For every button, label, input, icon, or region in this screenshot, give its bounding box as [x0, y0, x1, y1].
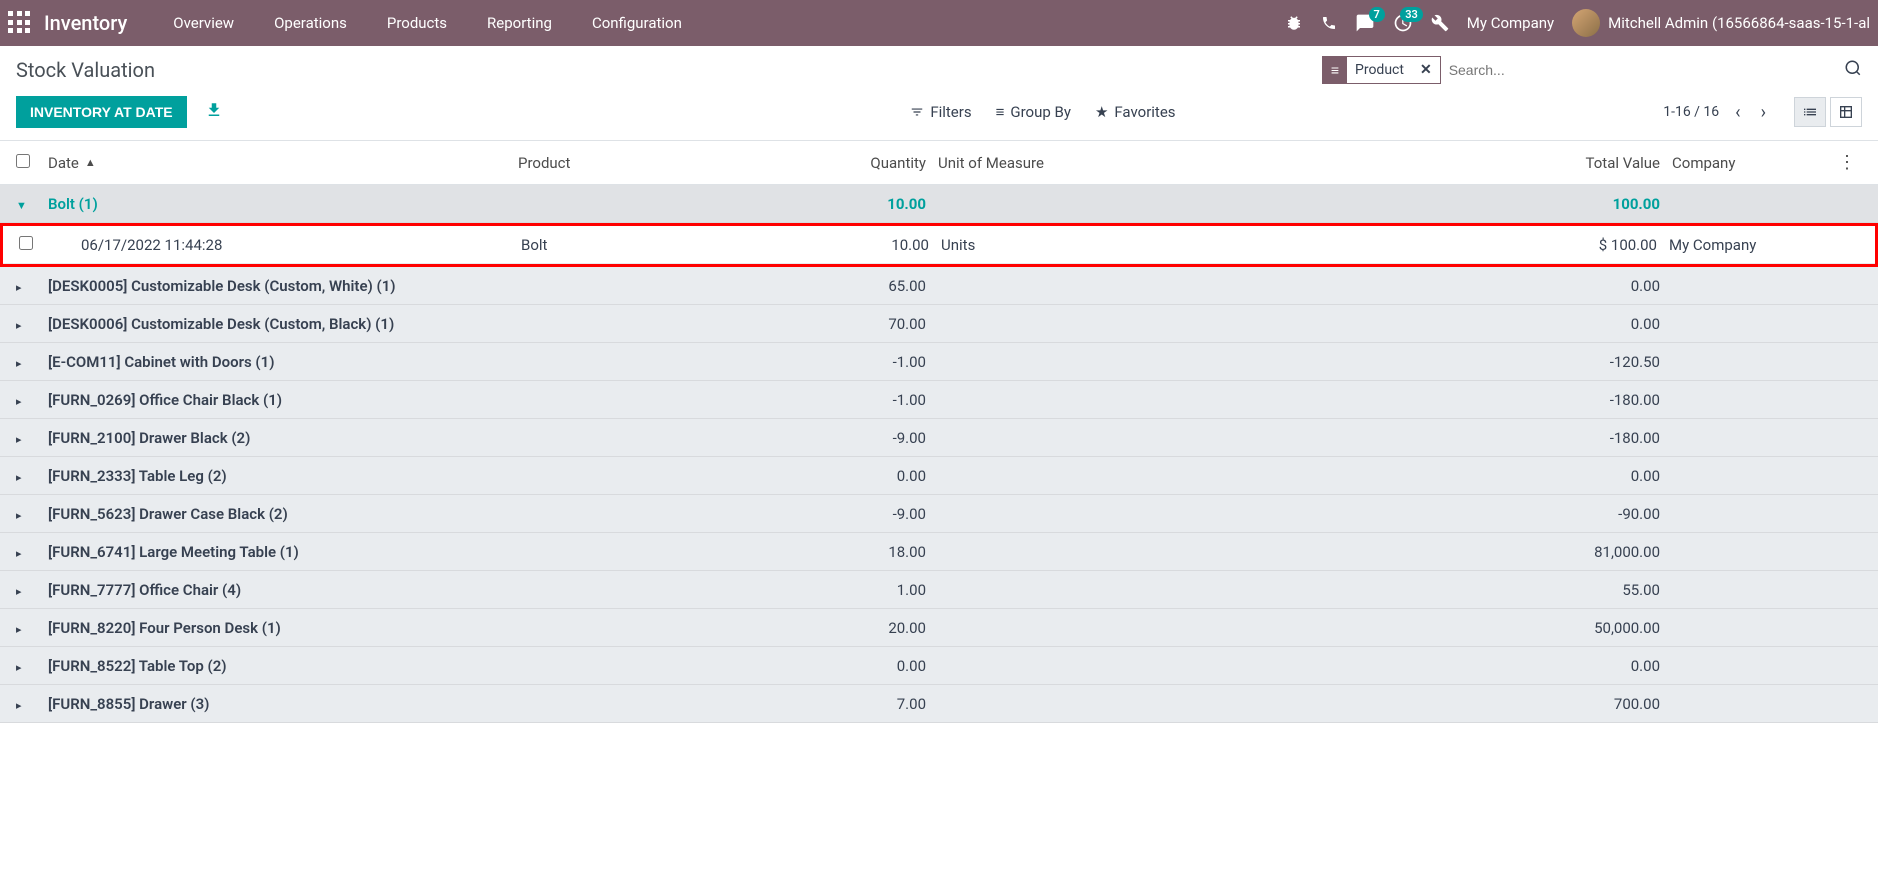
app-name[interactable]: Inventory — [44, 11, 127, 35]
favorites-button[interactable]: ★ Favorites — [1095, 103, 1176, 121]
group-row[interactable]: ▸[FURN_8855] Drawer (3)7.00700.00 — [0, 685, 1878, 723]
search-facet-product: ≡ Product ✕ — [1322, 56, 1441, 84]
menu-overview[interactable]: Overview — [155, 2, 252, 44]
column-date[interactable]: Date ▲ — [48, 154, 518, 172]
group-row[interactable]: ▸[FURN_7777] Office Chair (4)1.0055.00 — [0, 571, 1878, 609]
column-company[interactable]: Company — [1672, 154, 1832, 172]
caret-right-icon: ▸ — [16, 471, 30, 484]
nav-right: 7 33 My Company Mitchell Admin (16566864… — [1285, 9, 1870, 37]
valuation-table: Date ▲ Product Quantity Unit of Measure … — [0, 141, 1878, 723]
menu-operations[interactable]: Operations — [256, 2, 365, 44]
caret-right-icon: ▸ — [16, 357, 30, 370]
view-switcher — [1794, 97, 1862, 127]
column-options-icon[interactable]: ⋮ — [1832, 152, 1862, 173]
caret-right-icon: ▸ — [16, 547, 30, 560]
company-name[interactable]: My Company — [1467, 14, 1554, 32]
groupby-button[interactable]: ≡ Group By — [996, 103, 1071, 121]
caret-right-icon: ▸ — [16, 585, 30, 598]
filters-button[interactable]: Filters — [910, 103, 971, 121]
group-row[interactable]: ▸[FURN_6741] Large Meeting Table (1)18.0… — [0, 533, 1878, 571]
search-area: ≡ Product ✕ — [1322, 56, 1862, 84]
pager-text: 1-16 / 16 — [1663, 104, 1719, 120]
nav-menu: Overview Operations Products Reporting C… — [155, 2, 700, 44]
caret-right-icon: ▸ — [16, 319, 30, 332]
group-row[interactable]: ▸[FURN_8522] Table Top (2)0.000.00 — [0, 647, 1878, 685]
clock-icon[interactable]: 33 — [1393, 13, 1413, 33]
clock-badge: 33 — [1400, 7, 1423, 22]
group-row-bolt[interactable]: ▼ Bolt (1) 10.00 100.00 — [0, 185, 1878, 223]
highlighted-row-box: 06/17/2022 11:44:28 Bolt 10.00 Units $ 1… — [0, 223, 1878, 267]
phone-icon[interactable] — [1321, 15, 1337, 31]
column-value[interactable]: Total Value — [1118, 154, 1672, 172]
user-menu[interactable]: Mitchell Admin (16566864-saas-15-1-al — [1572, 9, 1870, 37]
list-icon: ≡ — [1323, 56, 1347, 84]
top-navbar: Inventory Overview Operations Products R… — [0, 0, 1878, 46]
group-row[interactable]: ▸[FURN_8220] Four Person Desk (1)20.0050… — [0, 609, 1878, 647]
download-icon[interactable] — [205, 101, 223, 124]
column-product[interactable]: Product — [518, 154, 798, 172]
caret-right-icon: ▸ — [16, 661, 30, 674]
avatar — [1572, 9, 1600, 37]
search-input[interactable] — [1449, 62, 1844, 78]
tools-icon[interactable] — [1431, 14, 1449, 32]
group-row[interactable]: ▸[DESK0006] Customizable Desk (Custom, B… — [0, 305, 1878, 343]
facet-remove-icon[interactable]: ✕ — [1412, 62, 1440, 78]
pager: 1-16 / 16 ‹ › — [1663, 97, 1862, 127]
groupby-icon: ≡ — [996, 103, 1005, 121]
row-checkbox[interactable] — [19, 236, 33, 250]
search-icon[interactable] — [1844, 59, 1862, 82]
control-panel: Stock Valuation ≡ Product ✕ INVENTORY AT… — [0, 46, 1878, 141]
group-row[interactable]: ▸[FURN_2333] Table Leg (2)0.000.00 — [0, 457, 1878, 495]
group-row[interactable]: ▸[FURN_2100] Drawer Black (2)-9.00-180.0… — [0, 419, 1878, 457]
pager-prev-icon[interactable]: ‹ — [1731, 102, 1744, 123]
caret-right-icon: ▸ — [16, 699, 30, 712]
star-icon: ★ — [1095, 103, 1108, 121]
caret-right-icon: ▸ — [16, 281, 30, 294]
bug-icon[interactable] — [1285, 14, 1303, 32]
menu-configuration[interactable]: Configuration — [574, 2, 700, 44]
caret-right-icon: ▸ — [16, 623, 30, 636]
table-header: Date ▲ Product Quantity Unit of Measure … — [0, 141, 1878, 185]
pager-next-icon[interactable]: › — [1757, 102, 1770, 123]
menu-products[interactable]: Products — [369, 2, 465, 44]
apps-icon[interactable] — [8, 11, 32, 35]
sort-asc-icon: ▲ — [85, 156, 96, 169]
table-row[interactable]: 06/17/2022 11:44:28 Bolt 10.00 Units $ 1… — [3, 226, 1875, 264]
list-view-button[interactable] — [1794, 97, 1826, 127]
caret-right-icon: ▸ — [16, 433, 30, 446]
select-all-checkbox[interactable] — [16, 154, 30, 168]
caret-right-icon: ▸ — [16, 395, 30, 408]
column-quantity[interactable]: Quantity — [798, 154, 938, 172]
chat-badge: 7 — [1369, 7, 1385, 22]
group-row[interactable]: ▸[FURN_5623] Drawer Case Black (2)-9.00-… — [0, 495, 1878, 533]
inventory-at-date-button[interactable]: INVENTORY AT DATE — [16, 96, 187, 128]
group-row[interactable]: ▸[E-COM11] Cabinet with Doors (1)-1.00-1… — [0, 343, 1878, 381]
caret-right-icon: ▸ — [16, 509, 30, 522]
pivot-view-button[interactable] — [1830, 97, 1862, 127]
group-row[interactable]: ▸[DESK0005] Customizable Desk (Custom, W… — [0, 267, 1878, 305]
search-options: Filters ≡ Group By ★ Favorites — [710, 103, 1175, 121]
user-name: Mitchell Admin (16566864-saas-15-1-al — [1608, 14, 1870, 32]
caret-down-icon: ▼ — [16, 199, 30, 212]
page-title: Stock Valuation — [16, 58, 155, 82]
facet-label: Product — [1347, 62, 1412, 78]
column-uom[interactable]: Unit of Measure — [938, 154, 1118, 172]
menu-reporting[interactable]: Reporting — [469, 2, 570, 44]
chat-icon[interactable]: 7 — [1355, 13, 1375, 33]
group-row[interactable]: ▸[FURN_0269] Office Chair Black (1)-1.00… — [0, 381, 1878, 419]
